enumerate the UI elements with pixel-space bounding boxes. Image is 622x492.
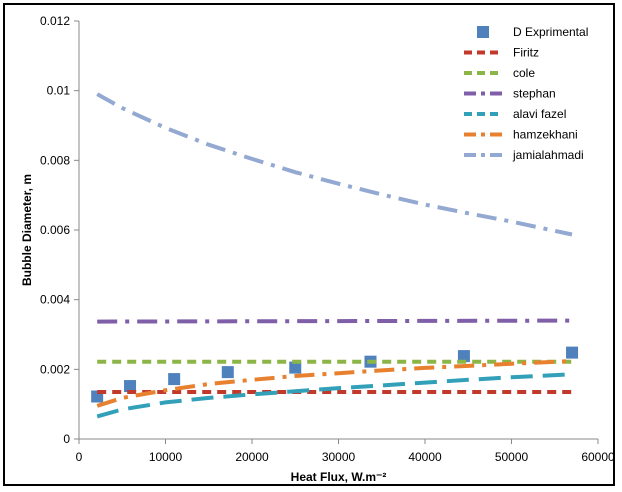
data-point-d-exprimental (168, 373, 181, 386)
y-axis-title: Bubble Diameter, m (20, 174, 34, 286)
series-line-stephan (97, 318, 573, 324)
legend-label-alavi-fazel: alavi fazel (513, 107, 566, 121)
data-point-d-exprimental (566, 346, 579, 359)
y-tick-label: 0 (63, 432, 70, 446)
plot-series-group (91, 92, 579, 419)
y-tick-label: 0.008 (40, 153, 70, 167)
x-tick-label: 20000 (235, 450, 269, 464)
legend: D Exprimental Firitz cole stephan alavi faze… (464, 25, 588, 162)
x-tick-label: 30000 (322, 450, 356, 464)
y-tick-label: 0.004 (40, 293, 70, 307)
data-point-d-exprimental (221, 366, 234, 379)
legend-label-jamialahmadi: jamialahmadi (512, 148, 584, 162)
legend-label-d-exprimental: D Exprimental (513, 25, 588, 39)
y-tick-label: 0.01 (47, 84, 71, 98)
y-tick-label: 0.012 (40, 14, 70, 28)
x-tick-label: 0 (76, 450, 83, 464)
data-point-d-exprimental (457, 350, 470, 363)
legend-label-cole: cole (513, 66, 535, 80)
legend-label-stephan: stephan (513, 87, 556, 101)
legend-label-hamzekhani: hamzekhani (513, 128, 578, 142)
y-tick-label: 0.002 (40, 362, 70, 376)
chart: 0 10000 20000 30000 40000 50000 60000 0 0.002 0.0… (20, 14, 613, 484)
x-tick-label: 60000 (581, 450, 613, 464)
legend-label-firitz: Firitz (513, 46, 539, 60)
chart-frame: 0 10000 20000 30000 40000 50000 60000 0 0.002 0.0… (3, 3, 615, 486)
axes-group (74, 20, 599, 444)
x-tick-label: 10000 (149, 450, 183, 464)
x-tick-label: 40000 (408, 450, 442, 464)
data-point-d-exprimental (289, 361, 302, 374)
legend-marker-d-exprimental (477, 26, 489, 38)
tick-labels-group: 0 10000 20000 30000 40000 50000 60000 0 0.002 0.0… (40, 14, 613, 464)
data-point-d-exprimental (124, 380, 137, 393)
x-tick-label: 50000 (495, 450, 529, 464)
x-axis-title: Heat Flux, W.m⁻² (291, 470, 387, 484)
series-line-jamialahmadi (96, 92, 573, 237)
y-tick-label: 0.006 (40, 223, 70, 237)
